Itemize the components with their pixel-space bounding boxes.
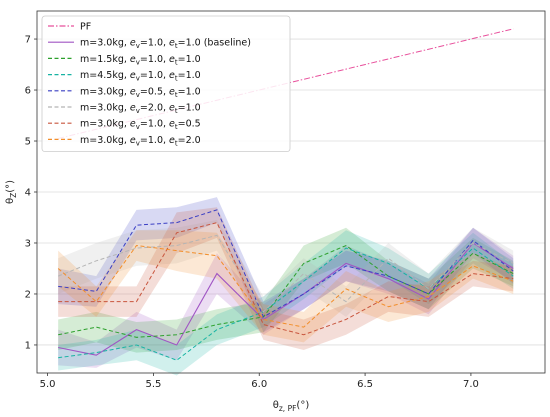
y-axis-ticks: 1 2 3 4 5 6 7 xyxy=(25,35,37,351)
y-tick-label: 1 xyxy=(25,340,31,351)
legend-entry: PF xyxy=(80,22,91,33)
y-tick-label: 7 xyxy=(25,35,31,46)
series-line xyxy=(57,245,514,328)
x-axis-label: θz, PF(°) xyxy=(273,400,310,413)
legend-entry: m=3.0kg, ev=2.0, et=1.0 xyxy=(80,103,201,116)
series-line xyxy=(57,234,514,313)
x-tick-label: 5.0 xyxy=(40,379,56,390)
legend-entry: m=3.0kg, ev=1.0, et=1.0 (baseline) xyxy=(80,38,251,51)
x-tick-label: 7.0 xyxy=(463,379,479,390)
y-tick-label: 2 xyxy=(25,289,31,300)
series-line xyxy=(58,209,514,318)
y-axis-label: θZ(°) xyxy=(5,180,18,204)
confidence-band xyxy=(58,227,514,368)
confidence-band xyxy=(58,227,514,353)
series-line xyxy=(58,222,514,336)
legend-entry: m=1.5kg, ev=1.0, et=1.0 xyxy=(80,54,201,67)
x-axis-ticks: 5.0 5.5 6.0 6.5 7.0 xyxy=(40,373,479,390)
confidence-bands xyxy=(58,197,514,376)
confidence-band xyxy=(58,220,514,328)
x-tick-label: 6.0 xyxy=(251,379,267,390)
series-line xyxy=(58,247,514,361)
y-tick-label: 4 xyxy=(25,188,31,199)
legend-entry: m=4.5kg, ev=1.0, et=1.0 xyxy=(80,70,201,83)
y-tick-label: 5 xyxy=(25,137,31,148)
x-tick-label: 6.5 xyxy=(357,379,373,390)
y-tick-label: 3 xyxy=(25,238,31,249)
legend-box xyxy=(41,15,291,153)
y-tick-label: 6 xyxy=(25,86,31,97)
x-tick-label: 5.5 xyxy=(145,379,161,390)
legend: PF m=3.0kg, ev=1.0, et=1.0 (baseline) m=1.… xyxy=(41,15,291,153)
series-line xyxy=(58,242,514,356)
legend-entry: m=3.0kg, ev=1.0, et=2.0 xyxy=(80,135,201,148)
legend-entry: m=3.0kg, ev=1.0, et=0.5 xyxy=(80,119,201,132)
confidence-band xyxy=(58,230,514,376)
series-line xyxy=(58,244,514,338)
legend-entry: m=3.0kg, ev=0.5, et=1.0 xyxy=(80,86,201,99)
confidence-band xyxy=(58,230,514,343)
confidence-band xyxy=(58,197,514,333)
confidence-band xyxy=(58,207,514,351)
